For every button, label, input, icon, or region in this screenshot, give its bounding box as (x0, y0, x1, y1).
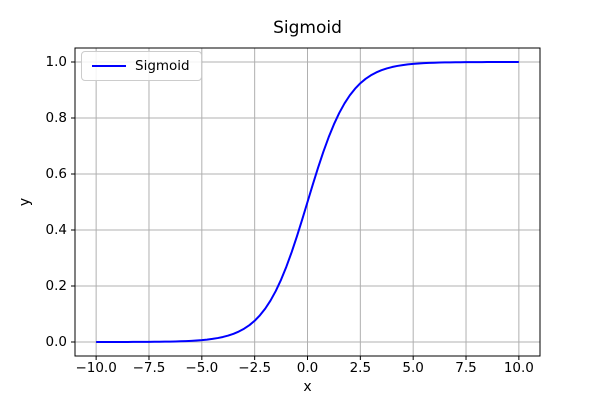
legend-label: Sigmoid (135, 58, 190, 74)
x-tick-label: 5.0 (402, 360, 424, 376)
x-tick-label: −7.5 (132, 360, 166, 376)
x-tick-label: −10.0 (75, 360, 117, 376)
y-tick-label: 0.2 (45, 278, 67, 294)
x-tick-label: 2.5 (349, 360, 372, 376)
x-tick-label: 7.5 (455, 360, 477, 376)
y-tick-label: 0.6 (45, 166, 67, 182)
y-tick-label: 0.4 (45, 222, 67, 238)
x-axis-label: x (303, 379, 312, 395)
chart-title: Sigmoid (273, 18, 342, 38)
axes-spines (74, 47, 541, 357)
x-tick-label: −2.5 (238, 360, 272, 376)
y-axis-label: y (17, 197, 33, 207)
y-tick-label: 1.0 (45, 54, 67, 70)
y-tick-label: 0.0 (45, 334, 67, 350)
x-tick-label: 0.0 (296, 360, 319, 376)
y-tick-label: 0.8 (45, 110, 67, 126)
x-tick-label: 10.0 (503, 360, 534, 376)
legend-line-sample (92, 65, 126, 67)
x-tick-label: −5.0 (185, 360, 219, 376)
sigmoid-curve (96, 61, 519, 343)
legend: Sigmoid (81, 51, 202, 81)
